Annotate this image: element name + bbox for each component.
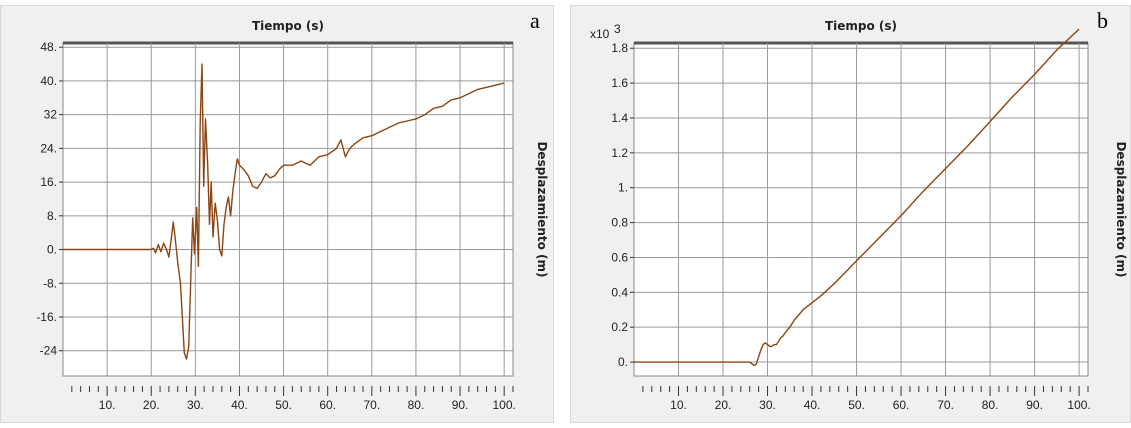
title-bar <box>634 6 1088 42</box>
x-tick-label: 30. <box>187 398 204 412</box>
x-tick-label: 50. <box>848 398 865 412</box>
y-tick-label: 16. <box>40 175 57 189</box>
y-tick-label: -16. <box>36 310 57 324</box>
y-tick-label: 0.4 <box>611 285 628 299</box>
displacement-line <box>63 63 505 360</box>
y-tick-label: -8. <box>43 276 57 290</box>
y-tick-label: 1.2 <box>611 146 628 160</box>
x-tick-label: 90. <box>452 398 469 412</box>
chart-title: Tiempo (s) <box>825 19 897 33</box>
displacement-chart-a: Tiempo (s) 10. 20. 30. 40. 50. 60. 70. 80. 90. 100… <box>36 6 549 412</box>
displacement-line <box>634 28 1080 367</box>
x-tick-label: 10. <box>99 398 116 412</box>
x-tick-label: 40. <box>804 398 821 412</box>
x-tick-label: 60. <box>319 398 336 412</box>
title-bar <box>63 6 513 42</box>
y-tick-label: 0. <box>618 355 628 369</box>
x-tick-label: 100. <box>492 398 515 412</box>
chart-panel-b: Tiempo (s) 10. 20. 30. 40. 50. 60. 70. 80. 90. 100… <box>570 0 1131 428</box>
y-tick-label: 8. <box>47 209 57 223</box>
y-tick-label: 40. <box>40 74 57 88</box>
x-tick-label: 50. <box>275 398 292 412</box>
x-tick-label: 30. <box>759 398 776 412</box>
plot-area <box>633 42 1089 377</box>
chart-panel-a: Tiempo (s) 10. 20. 30. 40. 50. 60. 70. 80. 90. 100… <box>0 0 554 428</box>
y-axis-label: Desplazamiento (m) <box>535 141 549 277</box>
x-tick-label: 70. <box>937 398 954 412</box>
x-tick-label: 20. <box>143 398 160 412</box>
x-tick-label: 20. <box>715 398 732 412</box>
y-tick-label: 1.4 <box>611 111 628 125</box>
panel-letter: a <box>530 8 540 33</box>
plot-area <box>62 42 514 377</box>
y-axis-label: Desplazamiento (m) <box>1114 141 1128 277</box>
x-tick-label: 100. <box>1067 398 1090 412</box>
y-tick-label: 48. <box>40 40 57 54</box>
x-tick-label: 60. <box>893 398 910 412</box>
y-tick-label: 1. <box>618 181 628 195</box>
y-tick-label: 0.6 <box>611 250 628 264</box>
panel-letter: b <box>1097 8 1108 33</box>
displacement-chart-b: Tiempo (s)10. 20. 30. 40. 50. 60. 70. 80. 90. 100… <box>590 6 1128 412</box>
x-tick-label: 40. <box>231 398 248 412</box>
y-tick-label: 1.6 <box>611 76 628 90</box>
y-tick-label: 0.8 <box>611 216 628 230</box>
y-tick-label: 24. <box>40 141 57 155</box>
y-tick-label: 0.2 <box>611 320 628 334</box>
y-tick-label: 32 <box>44 108 58 122</box>
y-tick-label: 1.8 <box>611 41 628 55</box>
x-tick-label: 70. <box>363 398 380 412</box>
axis-multiplier-label: x10 <box>590 27 610 41</box>
y-tick-label: -24 <box>40 344 58 358</box>
y-tick-label: 0. <box>47 243 57 257</box>
axis-multiplier-exponent: 3 <box>614 22 621 36</box>
x-tick-label: 80. <box>408 398 425 412</box>
x-tick-label: 10. <box>670 398 687 412</box>
x-tick-label: 80. <box>982 398 999 412</box>
chart-title: Tiempo (s) <box>252 19 324 33</box>
x-tick-label: 90. <box>1026 398 1043 412</box>
